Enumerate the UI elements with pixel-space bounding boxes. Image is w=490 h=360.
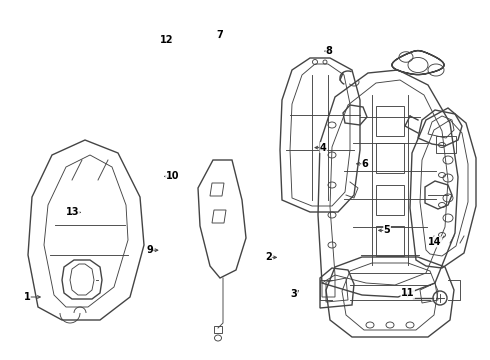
Text: 5: 5: [384, 225, 391, 235]
Text: 1: 1: [24, 292, 30, 302]
Text: 9: 9: [146, 245, 153, 255]
Text: 6: 6: [362, 159, 368, 169]
Text: 12: 12: [160, 35, 173, 45]
Text: 7: 7: [216, 30, 223, 40]
Text: 10: 10: [166, 171, 179, 181]
Text: 14: 14: [428, 237, 442, 247]
Text: 3: 3: [291, 289, 297, 300]
Text: 13: 13: [66, 207, 79, 217]
Text: 2: 2: [265, 252, 272, 262]
Text: 11: 11: [401, 288, 415, 298]
Text: 4: 4: [320, 143, 327, 153]
Text: 8: 8: [326, 46, 333, 56]
